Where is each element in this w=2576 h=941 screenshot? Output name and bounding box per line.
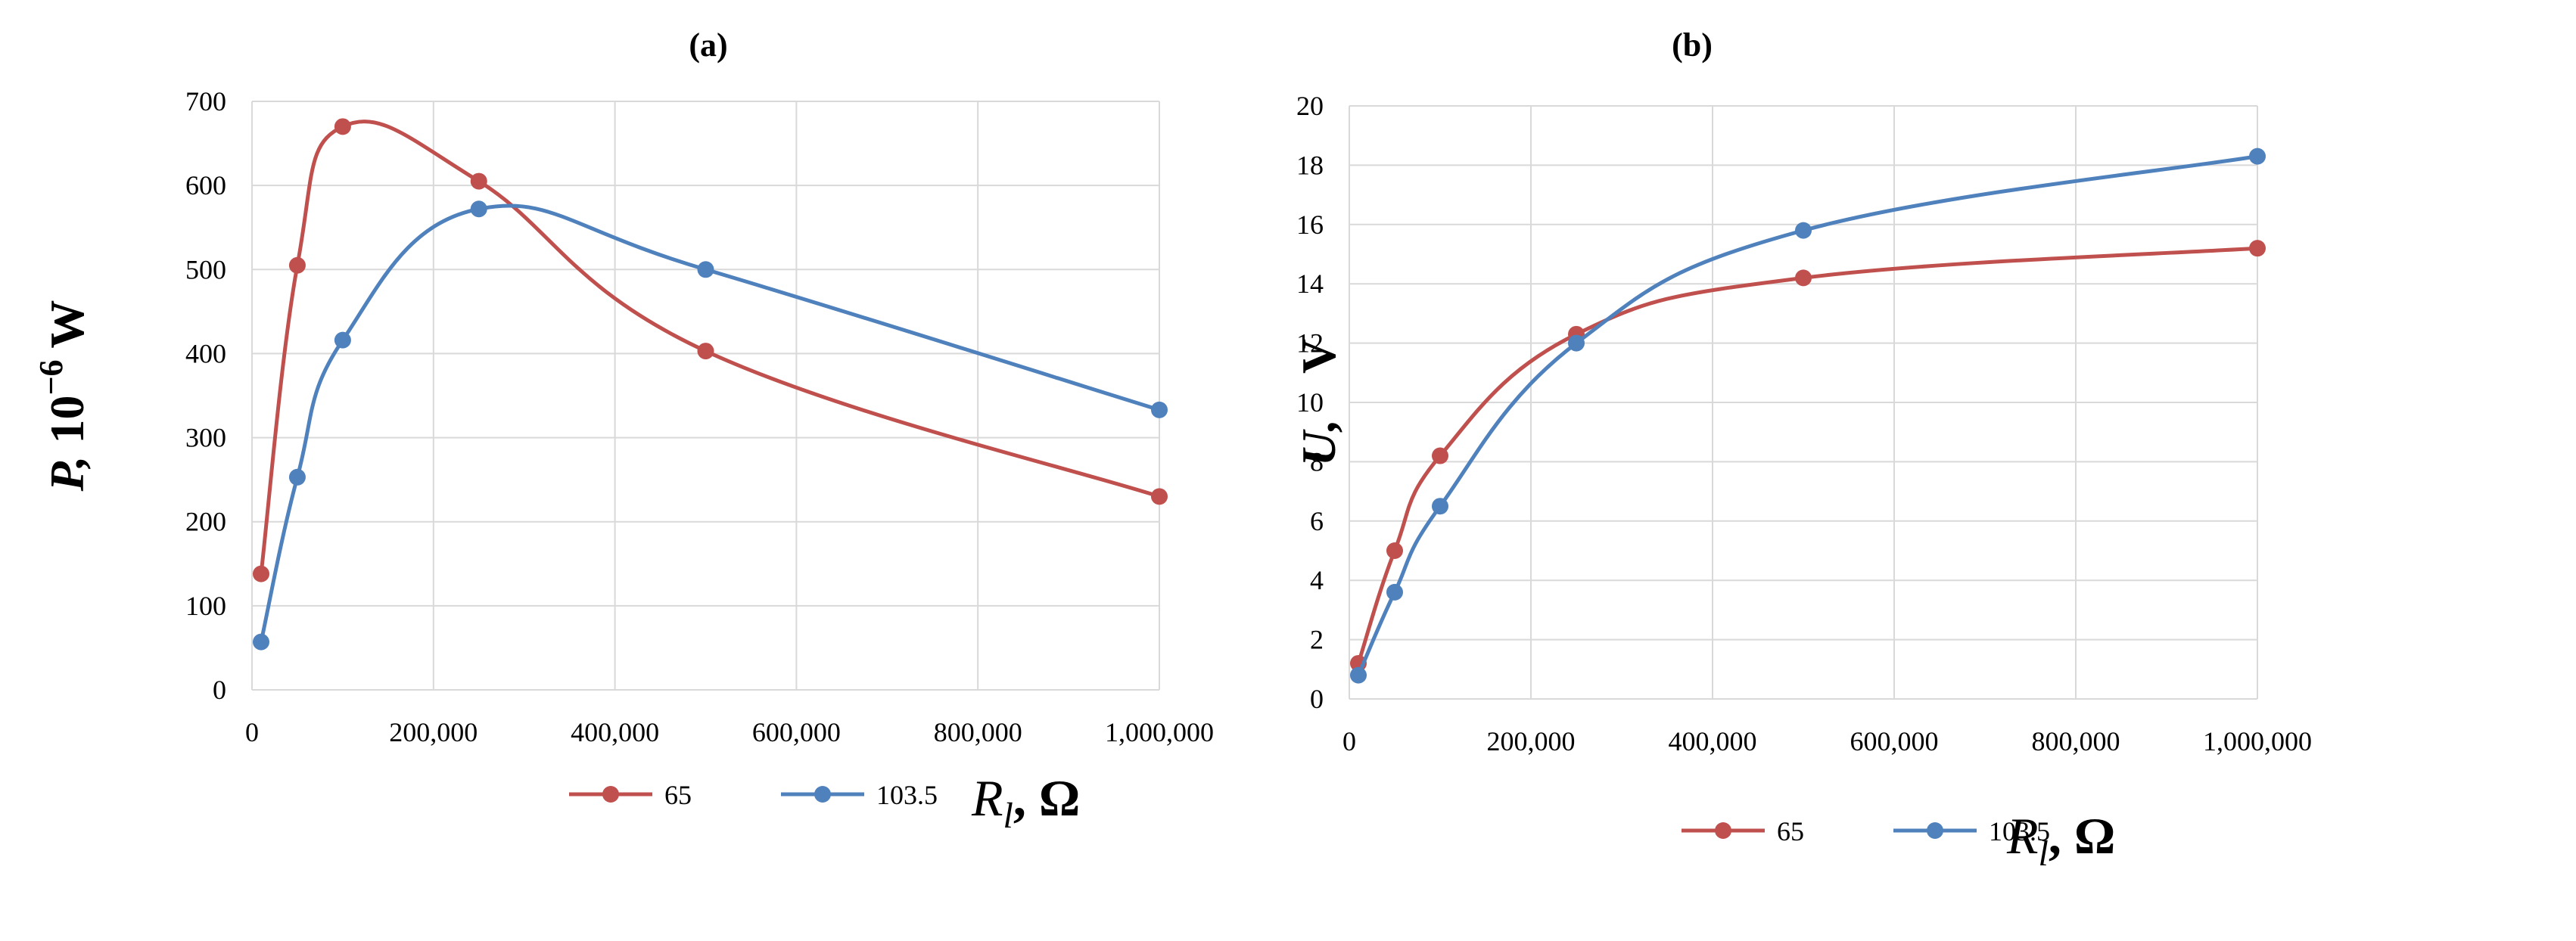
x-tick-label: 0 (245, 717, 259, 747)
x-axis-label-subscript: l (1003, 796, 1013, 836)
x-tick-label: 0 (1342, 726, 1356, 756)
x-axis-label-unit: , Ω (2049, 807, 2115, 865)
y-tick-label: 14 (1296, 269, 1324, 299)
y-tick-label: 20 (1296, 91, 1324, 121)
data-point (334, 118, 351, 135)
x-axis-label-subscript: l (2039, 834, 2049, 874)
x-tick-label: 1,000,000 (2203, 726, 2312, 756)
y-tick-label: 18 (1296, 150, 1324, 180)
y-axis-label: P, 10−6 W (33, 300, 94, 492)
data-point (1151, 401, 1168, 418)
y-tick-label: 700 (185, 86, 226, 116)
x-axis-label-variable: R (971, 769, 1003, 827)
chart-a-svg: (a) 0 100 200 300 400 500 600 700 0 200,000 400,000… (33, 26, 1214, 836)
x-tick-label: 1,000,000 (1105, 717, 1214, 747)
data-point (252, 633, 269, 651)
legend-label: 103.5 (876, 780, 938, 810)
y-axis-label-unit: W (40, 300, 94, 360)
legend-marker (1715, 822, 1731, 839)
legend-marker (1927, 822, 1943, 839)
y-tick-label: 10 (1296, 387, 1324, 418)
x-axis-label-unit: , Ω (1013, 769, 1080, 827)
data-point (1795, 269, 1812, 287)
x-tick-label: 400,000 (1669, 726, 1757, 756)
y-tick-label: 500 (185, 254, 226, 284)
data-point (288, 468, 306, 486)
panel-label-text: (b) (1672, 26, 1713, 64)
data-point (1386, 542, 1403, 559)
data-point (1432, 447, 1448, 464)
data-point (1151, 488, 1168, 505)
x-tick-label: 400,000 (571, 717, 659, 747)
y-axis-label-variable: P, (40, 456, 94, 492)
y-axis-label-unit: V (1292, 339, 1346, 374)
data-point (1432, 498, 1448, 515)
data-point (1795, 222, 1812, 239)
panel-label: (a) (689, 26, 727, 64)
data-point (697, 261, 714, 278)
legend-marker (814, 786, 831, 803)
y-tick-label: 8 (1310, 446, 1324, 477)
y-tick-label: 4 (1310, 565, 1324, 595)
y-tick-label: 2 (1310, 625, 1324, 655)
y-axis-label: U, V (1292, 339, 1346, 466)
legend-marker (602, 786, 619, 803)
y-axis-label-exponent: −6 (33, 359, 70, 395)
x-tick-label: 200,000 (1487, 726, 1576, 756)
legend-label: 65 (664, 780, 692, 810)
panel-label: (b) (1672, 26, 1713, 64)
x-tick-label: 200,000 (389, 717, 478, 747)
data-point (334, 331, 351, 349)
y-axis-label-unit: 10 (40, 396, 94, 456)
x-tick-label: 600,000 (1850, 726, 1939, 756)
y-tick-label: 16 (1296, 210, 1324, 240)
legend-label: 65 (1777, 816, 1804, 846)
y-tick-label: 6 (1310, 506, 1324, 536)
y-tick-label: 400 (185, 338, 226, 368)
y-tick-label: 0 (213, 675, 226, 705)
data-point (288, 256, 306, 274)
data-point (1386, 583, 1403, 601)
data-point (2249, 148, 2266, 165)
x-axis-label: Rl, Ω (2006, 807, 2115, 874)
data-point (1568, 334, 1585, 352)
y-tick-label: 100 (185, 591, 226, 621)
y-tick-label: 12 (1296, 328, 1324, 359)
x-tick-label: 800,000 (934, 717, 1022, 747)
data-point (252, 565, 269, 582)
panel-label-text: (a) (689, 26, 727, 64)
chart-panel-a: (a) 0 100 200 300 400 500 600 700 0 200,000 400,000… (33, 26, 1214, 836)
chart-b-svg: (b) 0 2 4 6 8 10 12 14 16 18 20 0 200,000 400,000 600,0… (1292, 26, 2312, 874)
x-axis-label: Rl, Ω (971, 769, 1080, 836)
data-point (470, 172, 487, 190)
x-tick-label: 600,000 (752, 717, 841, 747)
legend-label: 103.5 (1989, 816, 2050, 846)
x-tick-label: 800,000 (2032, 726, 2120, 756)
chart-panel-b: (b) 0 2 4 6 8 10 12 14 16 18 20 0 200,000 400,000 600,0… (1288, 0, 2576, 941)
y-tick-label: 200 (185, 507, 226, 537)
y-tick-label: 600 (185, 170, 226, 200)
series-line-65 (1356, 246, 2258, 664)
data-point (1350, 666, 1367, 684)
x-axis-label-variable: R (2006, 807, 2039, 865)
series-line-65 (259, 120, 1160, 574)
data-point (2249, 240, 2266, 257)
data-point (470, 200, 487, 218)
data-point (697, 343, 714, 360)
y-axis-label-variable: U, (1292, 419, 1346, 466)
y-tick-label: 0 (1310, 684, 1324, 714)
y-tick-label: 300 (185, 423, 226, 453)
